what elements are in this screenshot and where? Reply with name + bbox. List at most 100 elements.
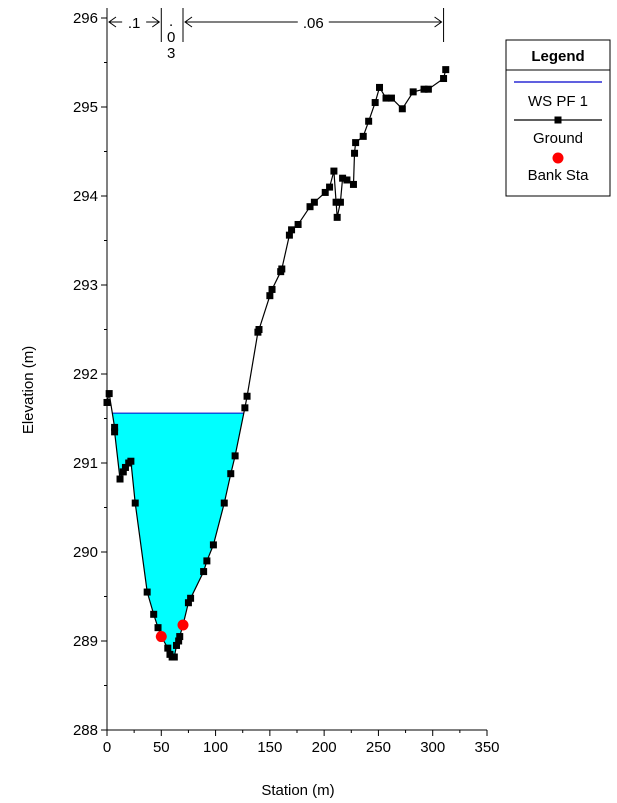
ground-point-35 <box>268 285 276 293</box>
ground-point-29 <box>231 452 239 460</box>
ground-point-55 <box>365 117 373 125</box>
bank-station-1 <box>177 619 189 631</box>
x-tick-label-1: 50 <box>153 739 170 756</box>
legend-ground-marker <box>554 116 562 124</box>
x-tick-label-5: 250 <box>366 739 391 756</box>
ground-point-3 <box>111 428 119 436</box>
ground-point-50 <box>343 176 351 184</box>
ground-point-23 <box>187 594 195 602</box>
ground-point-60 <box>398 105 406 113</box>
ground-point-22 <box>184 599 192 607</box>
y-tick-label-7: 295 <box>73 99 98 116</box>
legend: Legend WS PF 1 Ground Bank Sta <box>505 39 611 197</box>
ground-point-43 <box>321 188 329 196</box>
roughness-left-arrow-left <box>108 16 117 28</box>
ground-point-51 <box>349 180 357 188</box>
roughness-right-arrow-left <box>184 16 193 28</box>
ground-point-38 <box>285 231 293 239</box>
x-tick-label-7: 350 <box>474 739 499 756</box>
ground-point-64 <box>440 75 448 83</box>
ground-point-4 <box>116 475 124 483</box>
ground-point-34 <box>266 292 274 300</box>
ground-point-12 <box>154 624 162 632</box>
roughness-right-label: .06 <box>303 15 324 32</box>
ground-point-42 <box>310 198 318 206</box>
ground-point-59 <box>387 94 395 102</box>
ground-point-54 <box>359 132 367 140</box>
ground-point-57 <box>376 83 384 91</box>
legend-title: Legend <box>531 48 584 65</box>
axes: 288 289 290 291 292 293 294 295 296 0 50 100 150 200 2… <box>73 10 500 756</box>
ground-point-48 <box>336 198 344 206</box>
roughness-right-arrow-right <box>434 16 443 28</box>
x-tick-label-6: 300 <box>420 739 445 756</box>
x-tick-label-4: 200 <box>312 739 337 756</box>
y-tick-label-4: 292 <box>73 366 98 383</box>
y-tick-label-0: 288 <box>73 722 98 739</box>
ground-point-41 <box>306 203 314 211</box>
ground-point-18 <box>172 641 180 649</box>
bank-station-0 <box>155 631 167 643</box>
ground-point-5 <box>119 468 127 476</box>
ground-point-45 <box>330 167 338 175</box>
ground-point-62 <box>420 85 428 93</box>
ground-point-46 <box>332 198 340 206</box>
ground-point-49 <box>339 174 347 182</box>
roughness-channel-char-1: 0 <box>167 29 175 46</box>
ground-point-8 <box>127 457 135 465</box>
ground-point-10 <box>143 588 151 596</box>
ground-point-52 <box>351 149 359 157</box>
y-tick-label-6: 294 <box>73 188 98 205</box>
ground-point-30 <box>241 404 249 412</box>
ground-point-9 <box>131 499 139 507</box>
ground-point-26 <box>209 541 217 549</box>
ground-point-53 <box>352 139 360 147</box>
ground-point-61 <box>409 88 417 96</box>
ground-point-44 <box>326 183 334 191</box>
ground-point-25 <box>203 557 211 565</box>
y-axis-title: Elevation (m) <box>20 346 37 434</box>
ground-point-11 <box>150 610 158 618</box>
x-tick-label-0: 0 <box>103 739 111 756</box>
y-tick-label-1: 289 <box>73 633 98 650</box>
ground-point-19 <box>175 637 183 645</box>
ground-point-65 <box>442 66 450 74</box>
ground-point-6 <box>121 463 129 471</box>
ground-point-40 <box>294 220 302 228</box>
roughness-annotations: .1 .06.03 <box>106 8 445 62</box>
roughness-left-arrow-right <box>151 16 161 28</box>
roughness-left-label: .1 <box>128 15 141 32</box>
legend-bank-marker <box>552 152 564 164</box>
x-tick-label-3: 150 <box>257 739 282 756</box>
ground-point-56 <box>371 99 379 107</box>
legend-bank-label: Bank Sta <box>528 167 590 184</box>
y-tick-label-2: 290 <box>73 544 98 561</box>
x-axis-title: Station (m) <box>261 782 334 799</box>
y-tick-label-5: 293 <box>73 277 98 294</box>
bank-station-series <box>155 619 189 643</box>
ground-point-33 <box>255 326 263 333</box>
ground-point-20 <box>176 633 184 641</box>
y-tick-label-3: 291 <box>73 455 98 472</box>
ground-point-31 <box>243 392 251 400</box>
ground-point-24 <box>200 568 208 576</box>
ground-point-1 <box>105 390 113 398</box>
legend-ground-label: Ground <box>533 130 583 147</box>
y-tick-label-8: 296 <box>73 10 98 27</box>
water-fill <box>112 413 244 657</box>
ground-point-28 <box>227 470 235 478</box>
ground-point-17 <box>170 653 178 661</box>
ground-point-27 <box>220 499 228 507</box>
ground-point-39 <box>288 226 296 234</box>
ground-series <box>103 66 450 661</box>
roughness-channel-char-0: . <box>169 13 173 30</box>
ground-point-14 <box>164 644 172 652</box>
roughness-channel-char-2: 3 <box>167 45 175 62</box>
ground-point-58 <box>382 94 390 102</box>
ground-point-47 <box>333 213 341 221</box>
water-surface <box>112 412 244 657</box>
legend-ws-label: WS PF 1 <box>528 93 588 110</box>
ground-point-2 <box>111 423 119 431</box>
ground-point-63 <box>424 85 432 93</box>
